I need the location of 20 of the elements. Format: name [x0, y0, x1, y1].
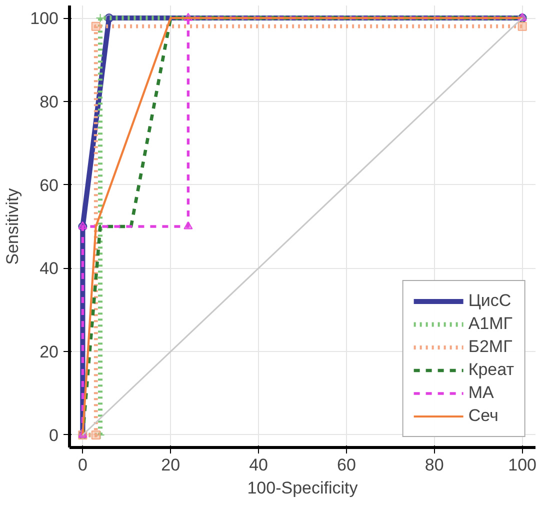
y-tick-label: 100: [30, 9, 59, 28]
x-tick-label: 40: [249, 456, 268, 474]
legend-label: МА: [468, 383, 494, 403]
x-tick-label: 80: [424, 456, 444, 474]
legend-label: А1МГ: [468, 314, 512, 334]
legend-label: Креат: [468, 360, 514, 380]
x-tick-label: 0: [78, 456, 88, 474]
x-tick-label: 60: [337, 456, 356, 474]
x-axis-title: 100-Specificity: [247, 478, 358, 498]
legend-label: ЦисС: [468, 291, 512, 311]
x-tick-label: 20: [161, 456, 180, 474]
legend-label: Б2МГ: [468, 337, 512, 357]
y-tick-label: 80: [40, 92, 59, 112]
y-tick-label: 20: [40, 342, 59, 362]
y-tick-label: 0: [49, 426, 59, 445]
x-tick-label: 100: [508, 456, 537, 474]
y-axis-title: Sensitivity: [3, 188, 22, 265]
y-tick-label: 60: [40, 176, 59, 195]
y-tick-label: 40: [40, 259, 59, 278]
legend-label: Сеч: [468, 406, 498, 426]
